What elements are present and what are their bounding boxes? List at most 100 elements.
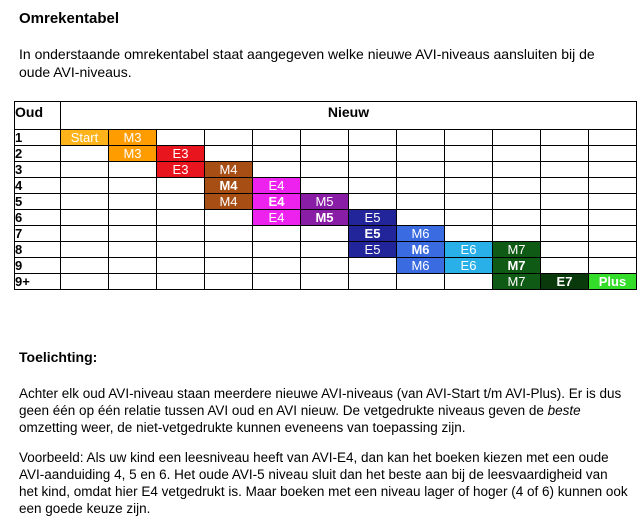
old-level-cell: 3 [14,161,61,178]
old-level-cell: 9 [14,257,61,274]
empty-cell [300,145,349,162]
empty-cell [540,129,589,146]
empty-cell [348,145,397,162]
empty-cell [108,241,157,258]
new-level-cell: E4 [252,193,301,210]
empty-cell [588,225,637,242]
empty-cell [444,225,493,242]
table-row: 6 E4 M5 E5 [14,209,637,226]
empty-cell [444,161,493,178]
empty-cell [60,209,109,226]
new-level-cell: E3 [156,161,205,178]
empty-cell [540,177,589,194]
empty-cell [156,273,205,290]
new-level-cell: M5 [300,209,349,226]
explanation-paragraph: Achter elk oud AVI-niveau staan meerdere… [19,385,629,436]
new-level-cell: Plus [588,273,637,290]
empty-cell [396,161,445,178]
empty-cell [300,257,349,274]
empty-cell [588,161,637,178]
new-level-cell: E6 [444,241,493,258]
old-level-cell: 7 [14,225,61,242]
new-level-cell: E7 [540,273,589,290]
empty-cell [444,145,493,162]
empty-cell [60,177,109,194]
old-level-cell: 4 [14,177,61,194]
empty-cell [396,273,445,290]
header-old: Oud [14,101,61,130]
empty-cell [540,145,589,162]
empty-cell [204,241,253,258]
new-level-cell: E4 [252,177,301,194]
old-level-cell: 8 [14,241,61,258]
header-new: Nieuw [60,101,637,130]
table-row: 9 M6 E6 M7 [14,257,637,274]
empty-cell [396,145,445,162]
new-level-cell: M7 [492,273,541,290]
empty-cell [204,225,253,242]
empty-cell [348,177,397,194]
new-level-cell: M7 [492,257,541,274]
table-row: 9+ M7 E7 Plus [14,273,637,290]
empty-cell [540,193,589,210]
empty-cell [300,129,349,146]
new-level-cell: M6 [396,225,445,242]
new-level-cell: E4 [252,209,301,226]
new-level-cell: E6 [444,257,493,274]
empty-cell [396,129,445,146]
empty-cell [108,177,157,194]
empty-cell [444,129,493,146]
empty-cell [204,273,253,290]
example-paragraph: Voorbeeld: Als uw kind een leesniveau he… [19,450,628,516]
empty-cell [300,161,349,178]
empty-cell [444,193,493,210]
empty-cell [588,145,637,162]
old-level-cell: 9+ [14,273,61,290]
empty-cell [492,145,541,162]
new-level-cell: E5 [348,209,397,226]
empty-cell [348,193,397,210]
explanation-text-after: omzetting weer, de niet-vetgedrukte kunn… [19,420,466,435]
empty-cell [444,273,493,290]
empty-cell [156,129,205,146]
empty-cell [60,225,109,242]
table-row: 4 M4 E4 [14,177,637,194]
empty-cell [204,129,253,146]
empty-cell [348,257,397,274]
empty-cell [108,161,157,178]
new-level-cell: M6 [396,241,445,258]
empty-cell [492,225,541,242]
new-level-cell: M4 [204,193,253,210]
new-level-cell: M6 [396,257,445,274]
empty-cell [540,225,589,242]
empty-cell [588,257,637,274]
empty-cell [60,145,109,162]
empty-cell [108,193,157,210]
new-level-cell: E5 [348,241,397,258]
empty-cell [60,273,109,290]
empty-cell [588,177,637,194]
new-level-cell: M4 [204,161,253,178]
new-level-cell: M7 [492,241,541,258]
empty-cell [108,225,157,242]
table-row: 8 E5 M6 E6 M7 [14,241,637,258]
empty-cell [540,209,589,226]
empty-cell [588,193,637,210]
empty-cell [396,193,445,210]
table-row: 1 Start M3 [14,129,637,146]
empty-cell [108,273,157,290]
empty-cell [252,257,301,274]
empty-cell [60,241,109,258]
empty-cell [300,273,349,290]
table-row: 7 E5 M6 [14,225,637,242]
old-level-cell: 2 [14,145,61,162]
empty-cell [156,193,205,210]
explanation-emphasis: beste [547,403,581,418]
empty-cell [108,257,157,274]
new-level-cell: E3 [156,145,205,162]
toelichting-heading: Toelichting: [19,349,98,365]
table-header-row: Oud Nieuw [14,101,637,130]
table-row: 5 M4 E4 M5 [14,193,637,210]
empty-cell [348,161,397,178]
empty-cell [348,273,397,290]
